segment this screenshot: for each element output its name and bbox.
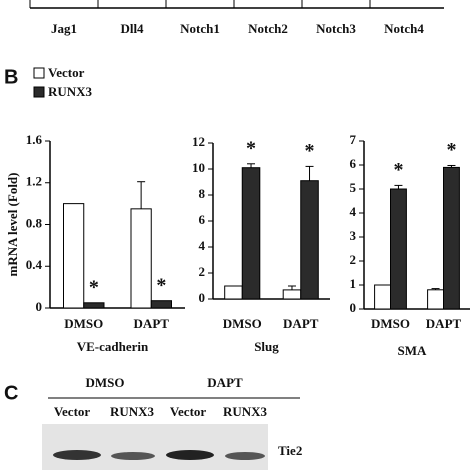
x-tick-label: DAPT: [426, 316, 462, 331]
blot-lane: RUNX3: [110, 404, 155, 419]
x-tick-label: DMSO: [223, 316, 262, 331]
significance: *: [393, 159, 403, 181]
y-tick-label: 1.2: [26, 174, 42, 189]
blot-group: DAPT: [207, 375, 243, 390]
x-tick-label: Notch3: [316, 21, 356, 36]
bar: [224, 285, 243, 300]
significance: *: [446, 139, 456, 161]
x-tick-label: Notch4: [384, 21, 424, 36]
y-tick-label: 0: [36, 299, 43, 314]
y-tick-label: 12: [192, 134, 205, 149]
y-tick-label: 0.8: [26, 215, 43, 230]
blot-lane: Vector: [170, 404, 207, 419]
y-tick-label: 2: [199, 264, 206, 279]
y-tick-label: 4: [350, 204, 357, 219]
y-tick-label: 0: [199, 290, 206, 305]
significance: *: [89, 276, 99, 298]
x-tick-label: Dll4: [120, 21, 144, 36]
blot-band: [53, 450, 101, 460]
blot-lane: RUNX3: [223, 404, 268, 419]
y-tick-label: 6: [350, 156, 357, 171]
bar: [300, 180, 319, 300]
bar: [130, 208, 152, 309]
x-axis-title: Slug: [254, 339, 279, 354]
x-tick-label: DMSO: [64, 316, 103, 331]
y-tick-label: 6: [199, 212, 206, 227]
y-tick-label: 0: [350, 300, 357, 315]
bar: [443, 166, 460, 310]
y-tick-label: 5: [350, 180, 357, 195]
bar: [427, 289, 445, 310]
x-tick-label: Notch2: [248, 21, 288, 36]
bar: [241, 167, 261, 300]
blot-membrane: [42, 424, 268, 470]
blot-group: DMSO: [86, 375, 125, 390]
x-axis-title: SMA: [398, 343, 428, 358]
x-tick-label: DAPT: [283, 316, 319, 331]
blot-band: [225, 452, 265, 460]
blot-band: [111, 452, 155, 460]
y-tick-label: 1: [350, 276, 357, 291]
y-tick-label: 0.4: [26, 257, 43, 272]
panel-label: C: [4, 382, 18, 404]
x-tick-label: DMSO: [371, 316, 410, 331]
blot-protein: Tie2: [278, 443, 302, 458]
x-tick-label: Notch1: [180, 21, 220, 36]
bar: [374, 284, 392, 310]
bar: [150, 300, 172, 309]
panel-label: B: [4, 66, 18, 88]
legend-label: RUNX3: [48, 84, 93, 99]
bar: [83, 302, 105, 309]
significance: *: [156, 274, 166, 296]
y-tick-label: 10: [192, 160, 205, 175]
bar: [390, 188, 407, 310]
legend-label: Vector: [48, 65, 85, 80]
y-tick-label: 3: [350, 228, 357, 243]
significance: *: [246, 137, 256, 159]
y-tick-label: 8: [199, 186, 206, 201]
y-tick-label: 4: [199, 238, 206, 253]
legend-swatch: [33, 67, 45, 79]
blot-band: [166, 450, 214, 460]
y-axis-title: mRNA level (Fold): [5, 173, 20, 277]
legend-swatch: [33, 86, 45, 98]
y-tick-label: 2: [350, 252, 357, 267]
blot-lane: Vector: [54, 404, 91, 419]
y-tick-label: 7: [350, 132, 357, 147]
y-tick-label: 1.6: [26, 132, 43, 147]
x-axis-title: VE-cadherin: [77, 339, 149, 354]
x-tick-label: DAPT: [134, 316, 170, 331]
bar: [63, 203, 85, 309]
bar: [282, 289, 302, 300]
significance: *: [305, 140, 315, 162]
x-tick-label: Jag1: [51, 21, 77, 36]
